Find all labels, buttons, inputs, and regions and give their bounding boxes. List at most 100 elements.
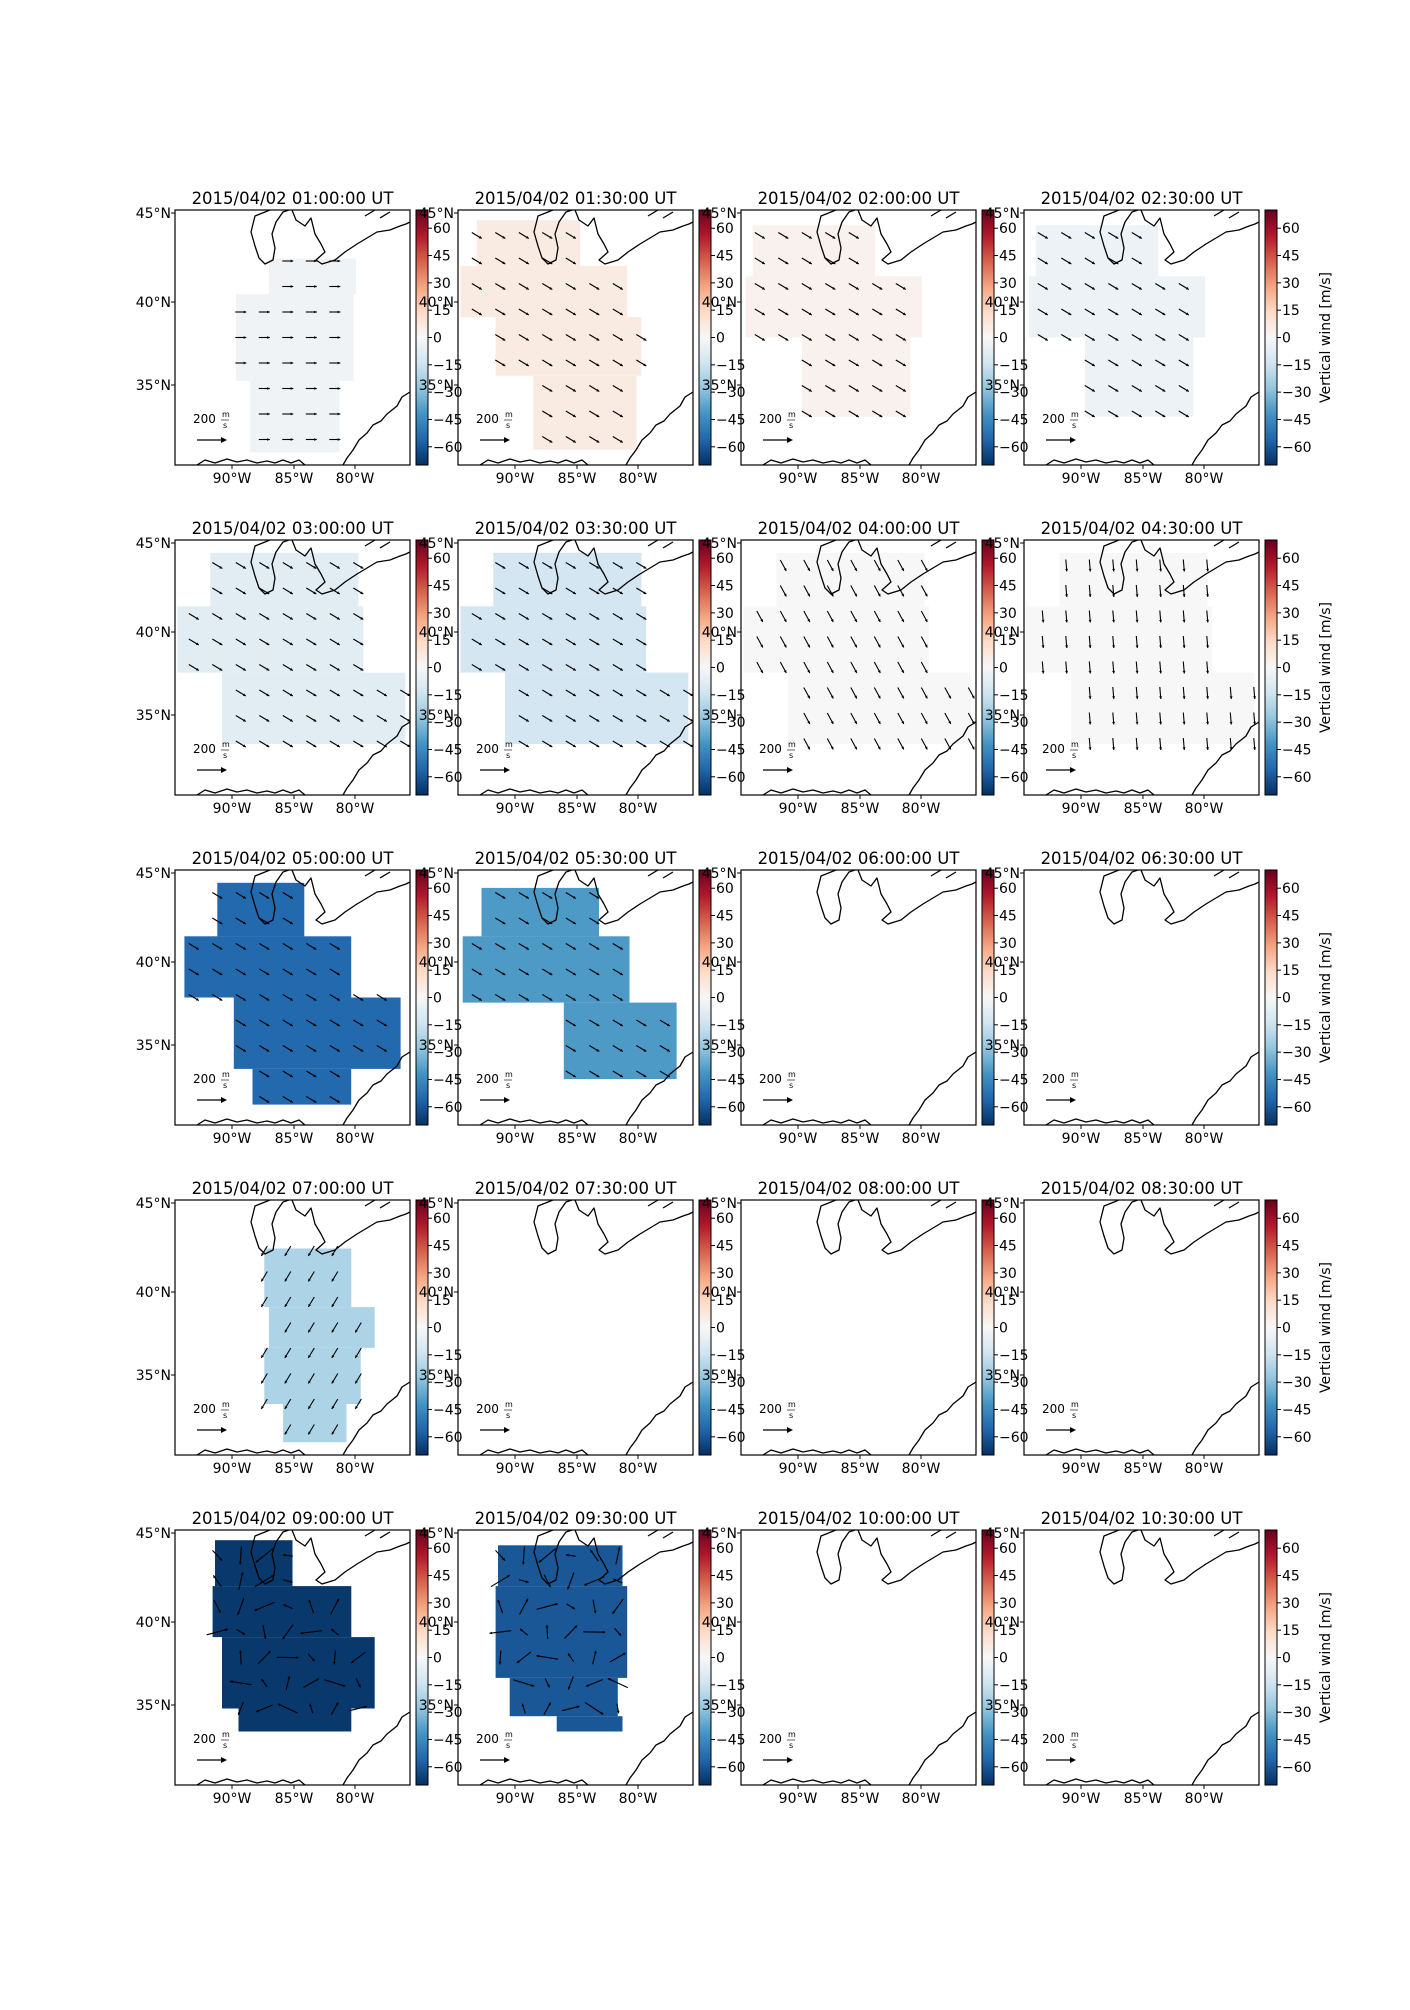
wind-arrow-head — [808, 388, 812, 392]
wind-arrow-head — [855, 286, 859, 290]
wind-arrow-head — [855, 261, 859, 264]
great-lakes-outline — [857, 1200, 976, 1255]
wind-arrow-head — [313, 591, 317, 594]
lon-tick-label: 85°W — [1124, 1791, 1163, 1807]
colorbar-label: Vertical wind [m/s] — [1318, 602, 1334, 733]
wind-arrow-head — [549, 744, 553, 747]
wind-arrow-head — [261, 1355, 264, 1358]
wind-arrow-head — [313, 1099, 317, 1103]
colorbar-tick-label: 60 — [433, 551, 451, 567]
colorbar-tick-label: 0 — [1282, 1321, 1291, 1337]
wind-arrow-head — [572, 235, 576, 239]
colorbar-tick-label: 15 — [999, 303, 1017, 319]
wind-arrow-head — [572, 286, 576, 290]
colorbar-tick-label: 15 — [716, 303, 734, 319]
wind-arrow-head — [1135, 594, 1139, 597]
wind-arrow-head — [284, 1406, 288, 1409]
wind-arrow-head — [572, 363, 576, 366]
wind-arrow-head — [855, 414, 859, 417]
wind-arrow-head — [1135, 721, 1139, 725]
scale-unit: m — [1071, 1070, 1079, 1079]
wind-arrow-head — [807, 721, 810, 724]
lat-tick-label: 35°N — [702, 1368, 737, 1384]
wind-arrow-head — [596, 363, 600, 366]
wind-arrow-head — [290, 438, 294, 441]
gulf-coast-outline — [479, 1778, 589, 1785]
wind-arrow-head — [596, 312, 600, 315]
lake-michigan-outline — [816, 1200, 856, 1255]
wind-arrow-head — [219, 642, 223, 645]
wind-arrow — [519, 1598, 529, 1615]
panel-title: 2015/04/02 09:00:00 UT — [192, 1509, 395, 1528]
colorbar-tick-label: −15 — [1282, 688, 1312, 704]
wind-arrow-head — [502, 997, 506, 1001]
wind-arrow-head — [666, 1023, 670, 1026]
wind-arrow-head — [300, 1631, 304, 1635]
wind-arrow-head — [1162, 388, 1166, 392]
vertical-wind-field — [489, 1545, 629, 1732]
colorbar: 60 45 30 15 0 −15 −30 −45 −60 — [415, 869, 463, 1126]
atlantic-coast-outline — [1191, 721, 1259, 795]
wind-arrow-head — [807, 593, 810, 597]
wind-arrow-head — [478, 972, 482, 975]
scale-unit: m — [222, 1070, 230, 1079]
wind-arrow-head — [948, 695, 951, 699]
wind-arrow-head — [761, 337, 765, 341]
colorbar-tick-label: −60 — [1282, 1760, 1312, 1776]
wind-arrow-head — [600, 1711, 604, 1715]
wind-arrow — [490, 1574, 510, 1588]
wind-arrow-head — [785, 312, 789, 315]
lon-tick-label: 85°W — [1124, 801, 1163, 817]
colorbar-label: Vertical wind [m/s] — [1318, 1592, 1334, 1723]
lake-michigan-outline — [533, 870, 573, 925]
wind-arrow-head — [308, 1355, 311, 1358]
wind-arrow-head — [830, 721, 834, 724]
wind-arrow-head — [336, 1023, 340, 1026]
wind-arrow-head — [619, 1023, 623, 1026]
wind-arrow-head — [555, 1602, 558, 1606]
wind-arrow-head — [666, 1048, 670, 1052]
scale-unit: s — [506, 421, 510, 430]
wind-arrow-head — [572, 388, 576, 392]
colorbar-tick-label: −60 — [433, 1760, 463, 1776]
wind-arrow-head — [478, 312, 482, 315]
wind-arrow-head — [618, 1632, 622, 1636]
lon-tick-label: 80°W — [336, 471, 375, 487]
wind-arrow-head — [643, 667, 647, 671]
wind-arrow-head — [971, 695, 975, 699]
wind-arrow-head — [1088, 721, 1092, 725]
wind-arrow-head — [266, 718, 270, 722]
wind-arrow — [254, 1574, 274, 1588]
wind-cell — [460, 266, 628, 318]
wind-arrow-head — [525, 895, 529, 899]
colorbar-tick-label: −30 — [433, 385, 463, 401]
map-axes-frame — [740, 1529, 977, 1786]
scale-label: 200 — [476, 1732, 499, 1746]
scale-unit: m — [222, 410, 230, 419]
colorbar-tick-label: −15 — [999, 688, 1029, 704]
wind-arrow-head — [1182, 645, 1186, 648]
wind-arrow-head — [830, 746, 834, 750]
wind-arrow-head — [336, 744, 340, 747]
colorbar-tick-label: −45 — [716, 1732, 746, 1748]
lake-michigan-outline — [250, 870, 290, 925]
colorbar-tick-label: 15 — [1282, 1293, 1300, 1309]
wind-arrow-head — [643, 616, 647, 620]
colorbar-tick-label: −60 — [433, 440, 463, 456]
colorbar-tick-label: 15 — [1282, 1623, 1300, 1639]
wind-arrow-head — [1091, 286, 1095, 290]
scale-arrow: 200 ms — [759, 1730, 796, 1763]
wind-cell — [556, 1716, 623, 1732]
colorbar-tick-label: 0 — [1282, 991, 1291, 1007]
wind-arrow-head — [643, 1023, 647, 1026]
colorbar-tick-label: 15 — [716, 963, 734, 979]
colorbar-tick-label: 15 — [999, 1623, 1017, 1639]
colorbar-tick-label: −45 — [999, 1072, 1029, 1088]
wind-arrow-head — [1112, 568, 1115, 572]
colorbar-tick-label: 30 — [716, 1266, 734, 1282]
wind-arrow-head — [254, 1608, 258, 1612]
wind-arrow-head — [383, 693, 387, 696]
wind-arrow-head — [1115, 414, 1119, 417]
wind-arrow-head — [619, 667, 623, 671]
colorbar-tick-label: 30 — [1282, 1266, 1300, 1282]
